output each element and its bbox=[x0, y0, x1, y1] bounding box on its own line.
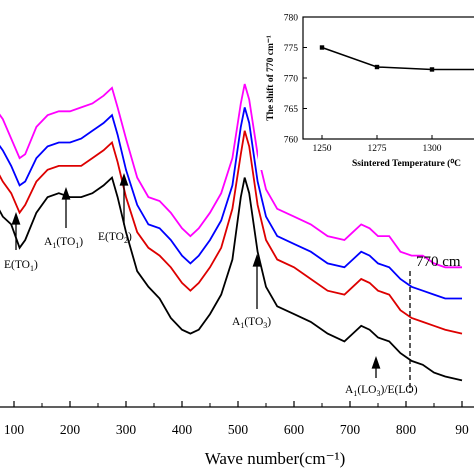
inset-x-tick-label: 1300 bbox=[423, 144, 442, 154]
label-e-to1: E(TO1) bbox=[4, 259, 38, 273]
inset-y-axis-title: The shift of 770 cm⁻¹ bbox=[266, 35, 276, 121]
label-a1-lo3-e-lo: A1(LO3)/E(LO) bbox=[345, 384, 418, 398]
inset-x-tick-label: 1275 bbox=[368, 144, 387, 154]
x-tick-label: 400 bbox=[172, 422, 193, 437]
label-770-marker: 770 cm bbox=[416, 254, 461, 270]
x-tick-label: 300 bbox=[116, 422, 137, 437]
x-tick-label: 700 bbox=[340, 422, 361, 437]
x-tick-label: 800 bbox=[396, 422, 417, 437]
spectrum-line-4 bbox=[0, 175, 463, 382]
inset-point bbox=[319, 45, 325, 50]
x-tick-label: 100 bbox=[4, 422, 25, 437]
inset-x-tick-label: 1250 bbox=[313, 144, 332, 154]
annotation-arrows bbox=[11, 173, 381, 378]
inset-y-tick-label: 770 bbox=[284, 75, 299, 85]
inset-y-tick-label: 780 bbox=[284, 14, 299, 24]
inset-y-tick-label: 760 bbox=[284, 136, 299, 146]
main-series bbox=[0, 83, 463, 382]
inset-axis-ticks: 760 765 770 775 780 1250 1275 1300 bbox=[284, 14, 442, 155]
inset-series bbox=[319, 45, 474, 72]
inset-background bbox=[258, 8, 474, 170]
x-axis-ticks: 100 200 300 400 500 600 700 800 90 bbox=[4, 401, 469, 437]
label-a1-to3: A1(TO3) bbox=[232, 316, 271, 330]
spectrum-line-3 bbox=[0, 130, 463, 335]
main-plot: 100 200 300 400 500 600 700 800 90 Wave number(c… bbox=[0, 83, 474, 468]
x-tick-label: 500 bbox=[228, 422, 249, 437]
x-tick-label: 90 bbox=[455, 422, 469, 437]
x-tick-label: 200 bbox=[60, 422, 81, 437]
inset-line bbox=[321, 46, 474, 71]
x-tick-label: 600 bbox=[284, 422, 305, 437]
label-e-to2: E(TO2) bbox=[98, 231, 132, 245]
spectrum-line-1 bbox=[0, 83, 462, 269]
inset-chart: 760 765 770 775 780 1250 1275 1300 The shift of… bbox=[258, 8, 474, 170]
x-axis-title: Wave number(cm⁻¹) bbox=[205, 449, 346, 468]
inset-point bbox=[429, 67, 435, 72]
inset-y-tick-label: 765 bbox=[284, 105, 299, 115]
inset-y-tick-label: 775 bbox=[284, 44, 299, 54]
inset-x-axis-title: Ssintered Temperature (⁰C bbox=[352, 158, 461, 169]
inset-point bbox=[374, 64, 380, 70]
spectrum-line-2 bbox=[0, 107, 462, 300]
label-a1-to1: A1(TO1) bbox=[44, 236, 83, 250]
